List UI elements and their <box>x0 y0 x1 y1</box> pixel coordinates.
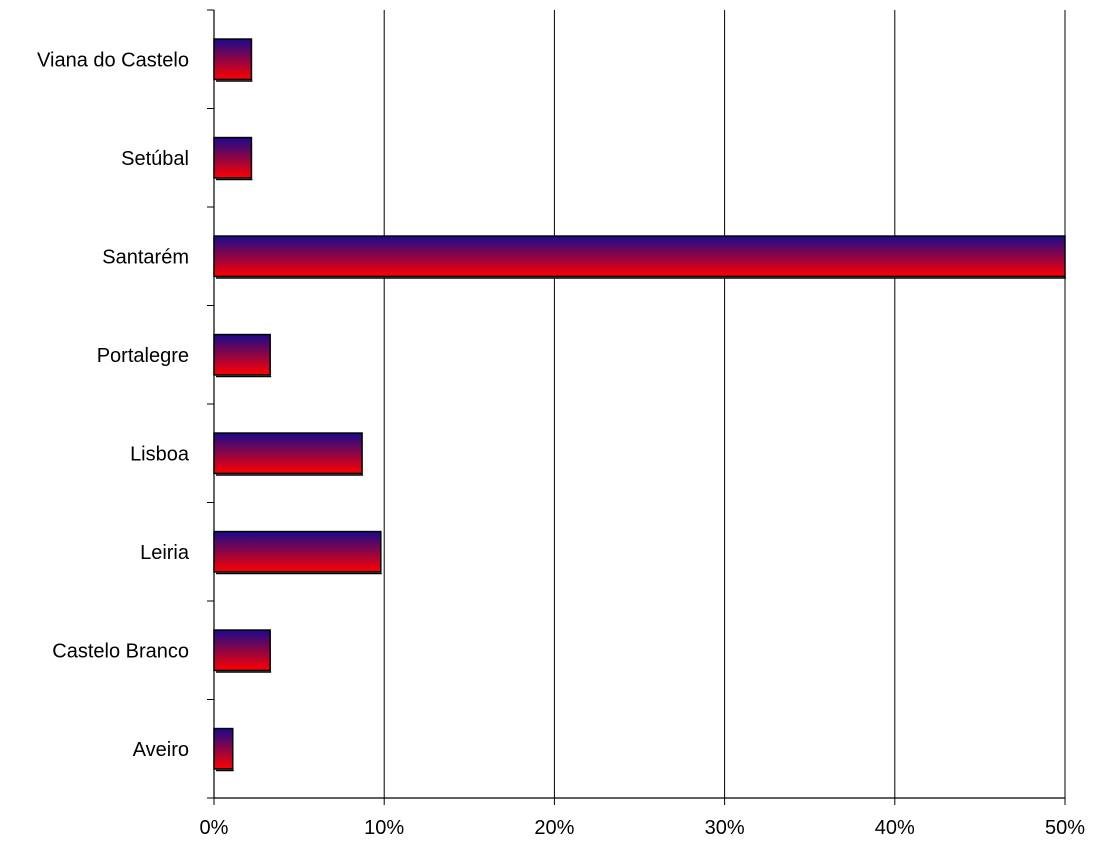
gridlines <box>383 10 1066 798</box>
bar <box>213 629 271 672</box>
bar <box>213 530 382 573</box>
bar <box>213 38 253 81</box>
category-label: Setúbal <box>121 148 189 170</box>
category-label: Santarém <box>102 246 189 268</box>
category-label: Aveiro <box>133 739 189 761</box>
axes <box>207 9 1066 805</box>
x-tick-label: 20% <box>534 817 574 839</box>
x-tick-label: 30% <box>705 817 745 839</box>
bar <box>213 333 271 376</box>
category-label: Leiria <box>140 542 190 564</box>
bar <box>213 432 363 475</box>
bar <box>213 727 234 770</box>
x-tick-label: 50% <box>1045 817 1085 839</box>
x-tick-label: 40% <box>875 817 915 839</box>
labels: 0% 10% 20% 30% 40% 50% Viana do Castelo Setúbal… <box>37 49 1085 839</box>
bar <box>213 235 1066 278</box>
category-label: Portalegre <box>97 345 189 367</box>
x-tick-label: 0% <box>200 817 229 839</box>
category-label: Lisboa <box>130 443 190 465</box>
category-label: Castelo Branco <box>52 640 189 662</box>
bar <box>213 136 253 179</box>
bars <box>213 38 1066 772</box>
x-tick-label: 10% <box>364 817 404 839</box>
category-label: Viana do Castelo <box>37 49 189 71</box>
